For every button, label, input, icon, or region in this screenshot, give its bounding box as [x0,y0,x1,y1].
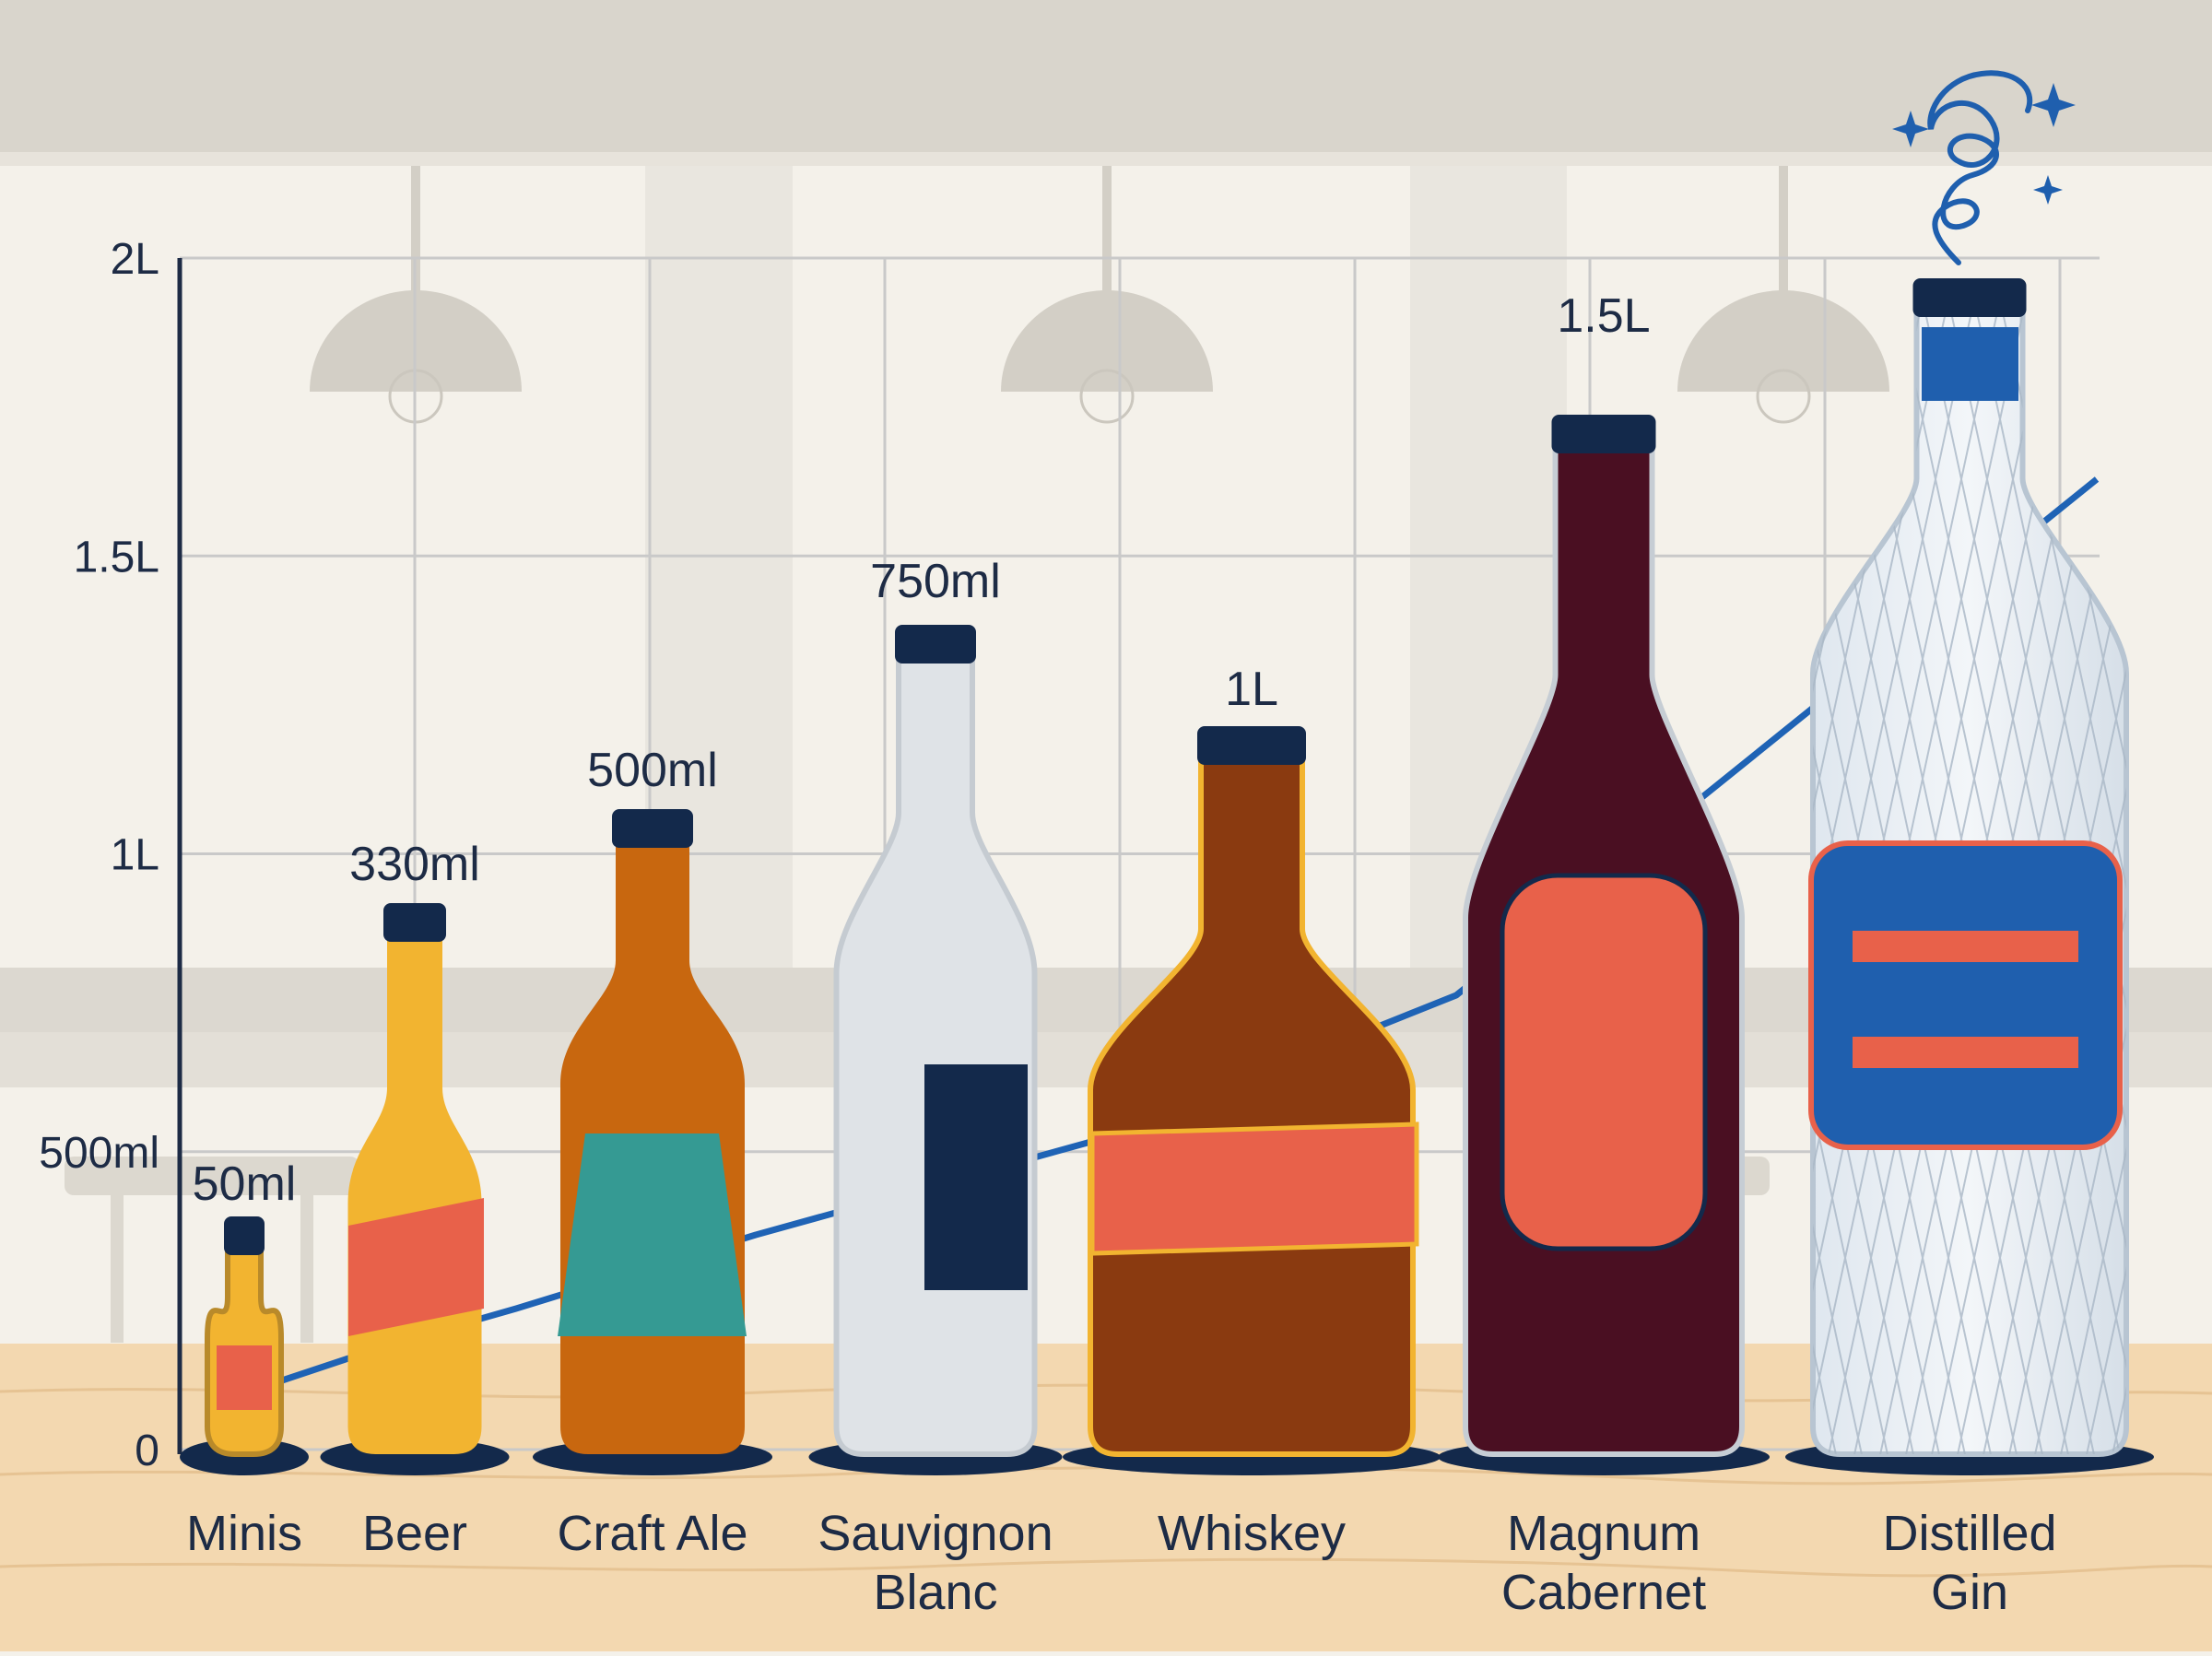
category-label: Distilled Gin [1882,1506,2056,1620]
category-label-line: Blanc [873,1565,997,1620]
data-label: 500ml [587,744,718,797]
category-label: Beer [362,1506,467,1561]
gin-label-shape [1808,840,2123,1150]
category-label: Sauvignon Blanc [818,1506,1053,1620]
category-label-line: Minis [186,1506,302,1561]
ceiling [0,0,2212,166]
y-tick-label: 0 [135,1427,159,1475]
category-labels: Minis Beer Craft Ale Sauvignon Blanc Whiskey M… [186,1506,2057,1620]
bottle-cap [612,809,693,848]
bottle-cap [1197,726,1306,765]
y-axis-ticks: 0 500ml 1L 1.5L 2L [39,235,159,1475]
data-label: 750ml [870,555,1001,608]
gin-label-band [1853,1037,2078,1068]
bar-whiskey [1088,751,1416,1457]
bottle-cap [895,625,976,664]
gin-neck-band [1922,327,2018,401]
bottle-cap [1912,278,2027,317]
y-tick-label: 1L [111,831,159,880]
minis-label-shape [217,1345,272,1410]
data-labels: 50ml 330ml 500ml 750ml 1L 1.5L [193,289,1651,1211]
category-label-line: Magnum [1507,1506,1700,1561]
category-label-line: Distilled [1882,1506,2056,1561]
gin-label-band [1853,931,2078,962]
data-label: 330ml [349,838,480,891]
whiskey-label-shape [1089,1122,1419,1256]
category-label: Craft Ale [557,1506,747,1561]
craft-ale-label-shape [558,1133,747,1336]
category-label: Minis [186,1506,302,1561]
bottle-cap [1551,415,1656,453]
category-label-line: Beer [362,1506,467,1561]
beer-label-shape [348,1198,484,1336]
category-label: Whiskey [1158,1506,1346,1561]
bottle-bars [180,278,2154,1475]
sparkle-swirl-icon [1927,70,2032,265]
category-label-line: Sauvignon [818,1506,1053,1561]
category-label-line: Cabernet [1501,1565,1706,1620]
data-label: 1L [1225,663,1278,716]
category-label-line: Gin [1931,1565,2008,1620]
bottle-cap [383,903,446,942]
bottle-cap [224,1216,265,1255]
magnum-label-shape [1500,873,1708,1251]
data-label: 50ml [193,1157,297,1211]
y-tick-label: 1.5L [74,533,159,581]
sauvignon-label-shape [924,1064,1028,1290]
sparkle-stars-icon [1892,83,2076,205]
category-label-line: Whiskey [1158,1506,1346,1561]
category-label-line: Craft Ale [557,1506,747,1561]
category-label: Magnum Cabernet [1501,1506,1706,1620]
y-tick-label: 2L [111,235,159,284]
y-tick-label: 500ml [39,1129,159,1178]
data-label: 1.5L [1557,289,1650,343]
